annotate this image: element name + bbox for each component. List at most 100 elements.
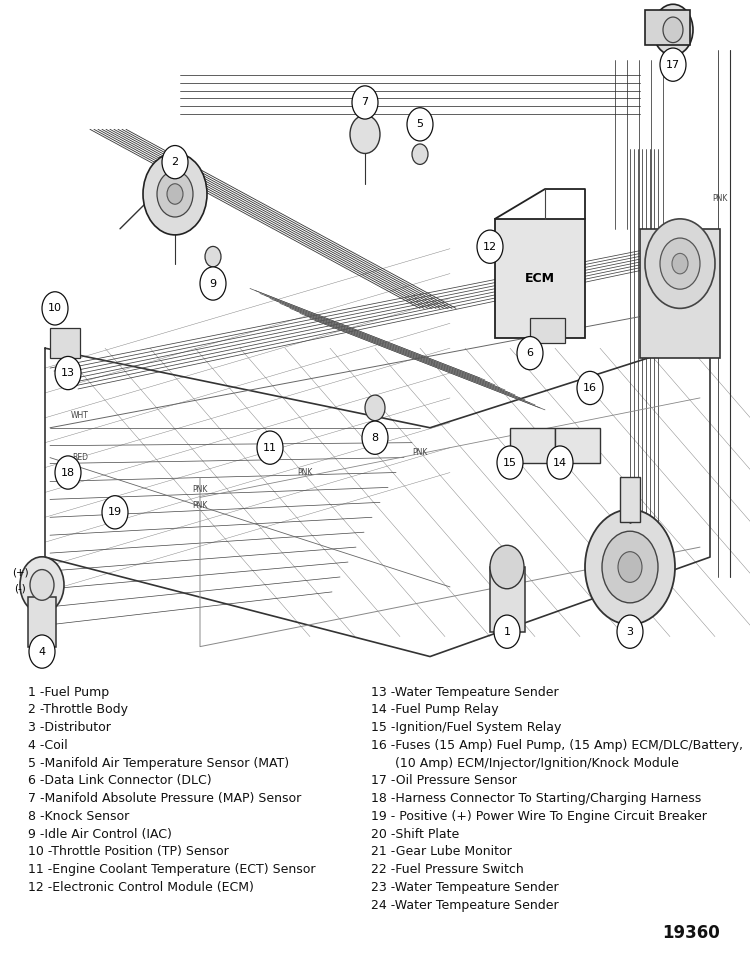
Circle shape — [585, 509, 675, 624]
Text: 16: 16 — [583, 383, 597, 393]
Circle shape — [653, 4, 693, 56]
Circle shape — [547, 446, 573, 480]
Text: 15 -Ignition/Fuel System Relay: 15 -Ignition/Fuel System Relay — [371, 721, 562, 735]
Text: 17: 17 — [666, 59, 680, 70]
Circle shape — [30, 570, 54, 600]
Text: 2: 2 — [172, 157, 178, 167]
Text: 12: 12 — [483, 242, 497, 251]
Circle shape — [577, 371, 603, 405]
Circle shape — [205, 246, 221, 267]
Circle shape — [365, 395, 385, 421]
Circle shape — [167, 184, 183, 204]
Circle shape — [645, 219, 715, 309]
Circle shape — [617, 615, 643, 648]
Circle shape — [42, 292, 68, 325]
Text: 19360: 19360 — [662, 924, 720, 942]
Bar — [0, 0, 750, 667]
Circle shape — [352, 86, 378, 119]
Text: 16 -Fuses (15 Amp) Fuel Pump, (15 Amp) ECM/DLC/Battery,: 16 -Fuses (15 Amp) Fuel Pump, (15 Amp) E… — [371, 738, 743, 752]
Text: PNK: PNK — [192, 485, 208, 494]
Text: PNK: PNK — [652, 334, 668, 342]
Text: 4 -Coil: 4 -Coil — [28, 738, 68, 752]
Text: 13 -Water Tempeature Sender: 13 -Water Tempeature Sender — [371, 686, 559, 699]
Text: 13: 13 — [61, 368, 75, 378]
Bar — [490, 567, 525, 632]
Circle shape — [602, 531, 658, 603]
Bar — [28, 596, 56, 646]
Text: 3 -Distributor: 3 -Distributor — [28, 721, 111, 735]
Text: ECM: ECM — [525, 272, 555, 285]
Text: 14: 14 — [553, 457, 567, 468]
Text: 11 -Engine Coolant Temperature (ECT) Sensor: 11 -Engine Coolant Temperature (ECT) Sen… — [28, 863, 316, 877]
Circle shape — [490, 546, 524, 589]
Text: 10 -Throttle Position (TP) Sensor: 10 -Throttle Position (TP) Sensor — [28, 846, 230, 858]
Circle shape — [497, 446, 523, 480]
Text: 1: 1 — [503, 626, 511, 637]
Text: 8: 8 — [371, 433, 379, 443]
Circle shape — [55, 456, 81, 489]
Circle shape — [257, 431, 283, 464]
Circle shape — [672, 253, 688, 274]
Text: 3: 3 — [626, 626, 634, 637]
Circle shape — [200, 267, 226, 300]
Text: 10: 10 — [48, 303, 62, 314]
Circle shape — [102, 496, 128, 529]
Circle shape — [157, 171, 193, 217]
Text: 7: 7 — [362, 98, 368, 107]
Circle shape — [494, 615, 520, 648]
Text: 14 -Fuel Pump Relay: 14 -Fuel Pump Relay — [371, 704, 499, 716]
Bar — [50, 328, 80, 358]
Text: 9: 9 — [209, 278, 217, 289]
Bar — [530, 318, 565, 343]
Circle shape — [517, 337, 543, 370]
Text: 9 -Idle Air Control (IAC): 9 -Idle Air Control (IAC) — [28, 828, 172, 841]
Text: PNK: PNK — [297, 468, 313, 477]
Text: 15: 15 — [503, 457, 517, 468]
Bar — [555, 428, 600, 462]
Text: PNK: PNK — [413, 448, 428, 457]
Text: 5 -Manifold Air Temperature Sensor (MAT): 5 -Manifold Air Temperature Sensor (MAT) — [28, 757, 290, 770]
Bar — [620, 478, 640, 523]
Text: (+): (+) — [12, 567, 28, 577]
Circle shape — [407, 107, 433, 141]
Circle shape — [663, 17, 683, 42]
Circle shape — [20, 557, 64, 613]
Text: 22 -Fuel Pressure Switch: 22 -Fuel Pressure Switch — [371, 863, 524, 877]
Text: 2 -Throttle Body: 2 -Throttle Body — [28, 704, 128, 716]
Text: (10 Amp) ECM/Injector/Ignition/Knock Module: (10 Amp) ECM/Injector/Ignition/Knock Mod… — [371, 757, 680, 770]
Circle shape — [660, 48, 686, 82]
Text: 1 -Fuel Pump: 1 -Fuel Pump — [28, 686, 109, 699]
Text: 6: 6 — [526, 348, 533, 358]
Text: 7 -Manifold Absolute Pressure (MAP) Sensor: 7 -Manifold Absolute Pressure (MAP) Sens… — [28, 792, 302, 806]
Bar — [640, 229, 720, 358]
Text: 18 -Harness Connector To Starting/Charging Harness: 18 -Harness Connector To Starting/Chargi… — [371, 792, 701, 806]
Circle shape — [350, 115, 380, 153]
Text: 23 -Water Tempeature Sender: 23 -Water Tempeature Sender — [371, 880, 559, 894]
Bar — [495, 219, 585, 339]
Text: PNK: PNK — [712, 195, 728, 203]
Text: 6 -Data Link Connector (DLC): 6 -Data Link Connector (DLC) — [28, 775, 212, 787]
Text: 18: 18 — [61, 468, 75, 478]
Bar — [645, 10, 690, 45]
Circle shape — [143, 153, 207, 235]
Text: 20 -Shift Plate: 20 -Shift Plate — [371, 828, 460, 841]
Text: PNK: PNK — [192, 501, 208, 510]
Text: 19: 19 — [108, 507, 122, 517]
Text: 5: 5 — [416, 119, 424, 129]
Text: 12 -Electronic Control Module (ECM): 12 -Electronic Control Module (ECM) — [28, 880, 254, 894]
Bar — [510, 428, 555, 462]
Circle shape — [618, 551, 642, 582]
Circle shape — [477, 230, 503, 264]
Circle shape — [362, 421, 388, 455]
Text: 24 -Water Tempeature Sender: 24 -Water Tempeature Sender — [371, 899, 559, 912]
Text: 19 - Positive (+) Power Wire To Engine Circuit Breaker: 19 - Positive (+) Power Wire To Engine C… — [371, 809, 707, 823]
Text: RED: RED — [72, 453, 88, 462]
Text: 11: 11 — [263, 443, 277, 453]
Text: WHT: WHT — [71, 411, 89, 420]
Circle shape — [660, 238, 700, 290]
Circle shape — [412, 144, 428, 164]
Text: 8 -Knock Sensor: 8 -Knock Sensor — [28, 809, 130, 823]
Circle shape — [162, 146, 188, 178]
Circle shape — [55, 357, 81, 389]
Text: 21 -Gear Lube Monitor: 21 -Gear Lube Monitor — [371, 846, 512, 858]
